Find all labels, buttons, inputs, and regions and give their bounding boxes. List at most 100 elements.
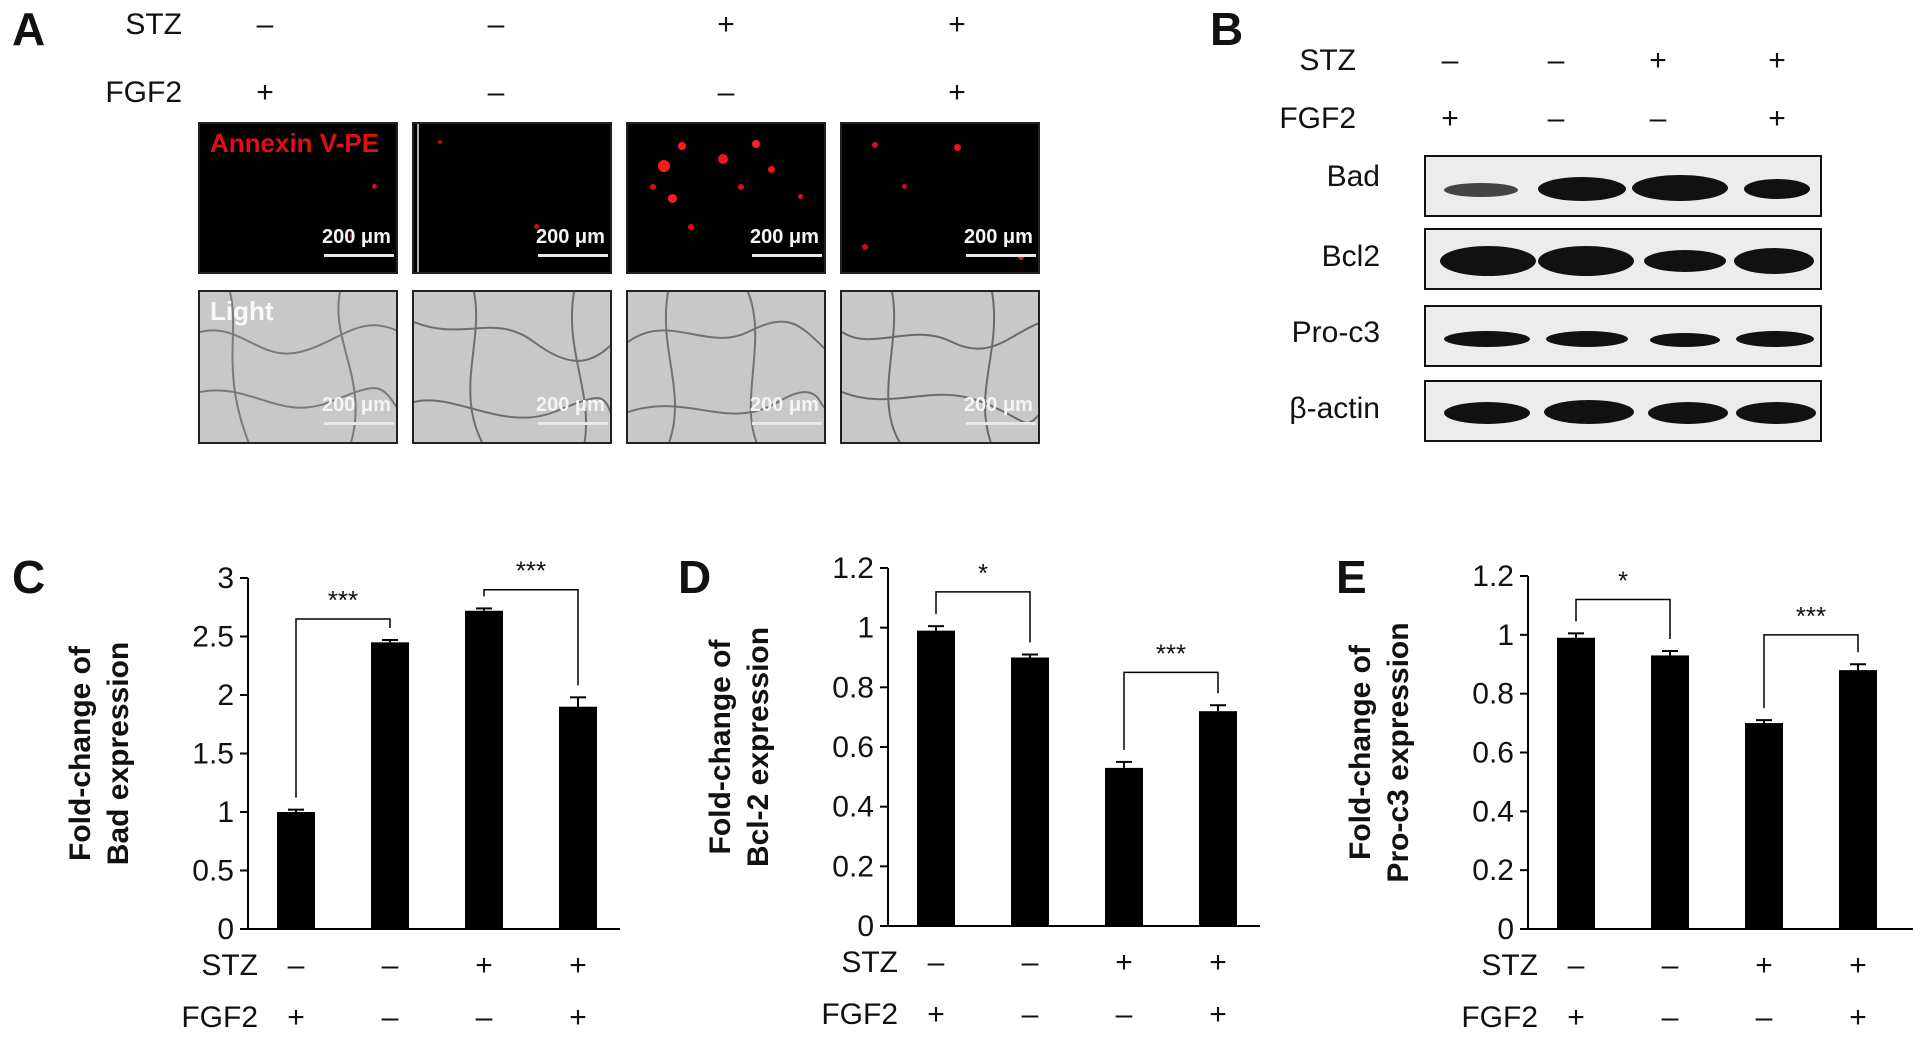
blot-band (1538, 177, 1626, 201)
bar (1745, 723, 1783, 929)
bar (371, 642, 409, 929)
panel-a-fgf2-sign-2: – (487, 76, 505, 109)
western-blot-pro-c3 (1424, 305, 1822, 367)
apoptotic-cell (798, 194, 803, 199)
fgf2-sign: + (287, 1001, 305, 1034)
stz-sign: + (569, 949, 587, 982)
panel-b-fgf2-sign-4: + (1768, 102, 1786, 135)
fgf2-sign: – (1662, 1001, 1679, 1034)
fgf2-sign: – (1116, 998, 1133, 1031)
light-image-4: 200 μm (840, 290, 1040, 444)
panel-b-fgf2-sign-1: + (1441, 102, 1459, 135)
fgf2-row-label: FGF2 (181, 1001, 258, 1034)
scale-bar (538, 422, 608, 425)
blot-band (1650, 333, 1720, 347)
y-tick-label: 0.5 (192, 855, 234, 888)
scale-label: 200 μm (750, 226, 819, 248)
significance-bracket (295, 618, 391, 798)
fluorescence-image-1: Annexin V-PE 200 μm (198, 122, 398, 274)
blot-band (1538, 246, 1634, 276)
bar-chart-pro-c3: 0 0.2 0.4 0.6 0.8 1 1.2 Fold-change of Pro-c3 ex… (1344, 560, 1913, 1034)
panel-b-stz-sign-4: + (1768, 44, 1786, 77)
blot-band (1444, 402, 1530, 424)
fgf2-sign: + (569, 1001, 587, 1034)
stz-sign: – (928, 946, 945, 979)
y-axis-title: Pro-c3 expression (1382, 622, 1415, 882)
apoptotic-cell (902, 184, 907, 189)
panel-letter-e: E (1336, 551, 1367, 603)
y-tick-label: 0 (857, 910, 874, 943)
scale-label: 200 μm (964, 394, 1033, 416)
y-tick-label: 0.6 (832, 731, 874, 764)
light-label: Light (210, 296, 274, 326)
blot-band (1736, 402, 1816, 424)
western-blot-bcl2 (1424, 228, 1822, 290)
blot-label-bad: Bad (1326, 160, 1380, 193)
bar (1839, 670, 1877, 929)
bar (277, 812, 315, 929)
y-axis-title: Fold-change of (64, 645, 97, 861)
bar-chart-bcl2: 0 0.2 0.4 0.6 0.8 1 1.2 Fold-change of Bcl-2 exp… (704, 552, 1260, 1031)
western-blot-bad (1424, 155, 1822, 217)
apoptotic-cell (1018, 254, 1024, 260)
bar (1011, 657, 1049, 926)
apoptotic-cell (668, 194, 677, 203)
scale-label: 200 μm (322, 394, 391, 416)
bar-chart-bad: 0 0.5 1 1.5 2 2.5 3 Fold-change of Bad expressio… (64, 556, 620, 1034)
stz-row-label: STZ (201, 949, 258, 982)
apoptotic-cell (372, 184, 377, 189)
y-tick-label: 0.8 (832, 671, 874, 704)
fgf2-row-label: FGF2 (821, 998, 898, 1031)
blot-band (1444, 183, 1518, 197)
apoptotic-cell (678, 142, 686, 150)
scale-bar (966, 254, 1036, 257)
fluorescence-image-4: 200 μm (840, 122, 1040, 274)
y-axis-title: Bad expression (102, 642, 135, 865)
annexin-label: Annexin V-PE (210, 128, 380, 158)
apoptotic-cell (738, 184, 744, 190)
stz-sign: + (1209, 946, 1227, 979)
bar (559, 706, 597, 929)
significance-label: * (1618, 566, 1628, 596)
blot-band (1546, 331, 1628, 347)
y-tick-label: 0.8 (1472, 678, 1514, 711)
y-tick-label: 2.5 (192, 621, 234, 654)
stz-sign: – (1022, 946, 1039, 979)
panel-b-fgf2-label: FGF2 (1279, 102, 1356, 135)
panel-b-fgf2-sign-2: – (1547, 102, 1565, 135)
panel-a-stz-sign-1: – (256, 8, 274, 41)
y-axis-title: Bcl-2 expression (742, 627, 775, 867)
significance-bracket (1575, 598, 1671, 640)
bar (1651, 655, 1689, 929)
y-tick-label: 1.2 (832, 552, 874, 585)
stz-sign: – (1568, 949, 1585, 982)
stz-sign: – (288, 949, 305, 982)
blot-label-beta-actin: β-actin (1289, 392, 1380, 425)
cell-network-texture (628, 292, 824, 442)
blot-band (1632, 175, 1728, 201)
y-tick-label: 0.2 (832, 850, 874, 883)
stz-sign: + (475, 949, 493, 982)
y-tick-label: 0 (1497, 913, 1514, 946)
panel-letter-c: C (12, 551, 46, 603)
scale-bar (324, 254, 394, 257)
panel-letter-b: B (1210, 3, 1244, 55)
scale-label: 200 μm (322, 226, 391, 248)
panel-letter-d: D (678, 551, 712, 603)
y-axis-title: Fold-change of (1344, 644, 1377, 860)
apoptotic-cell (350, 234, 354, 238)
blot-band (1544, 400, 1634, 424)
panel-a-stz-sign-4: + (948, 8, 966, 41)
scale-label: 200 μm (964, 226, 1033, 248)
scale-bar (324, 422, 394, 425)
significance-bracket (1123, 671, 1219, 750)
blot-band (1440, 246, 1536, 276)
bar (1199, 711, 1237, 926)
fgf2-sign: – (476, 1001, 493, 1034)
fluorescence-image-2: 200 μm (412, 122, 612, 274)
apoptotic-cell (718, 154, 728, 164)
cell-network-texture (842, 292, 1038, 442)
cell-network-texture (200, 292, 396, 442)
bar (1105, 767, 1143, 926)
cell-network-texture (414, 292, 610, 442)
